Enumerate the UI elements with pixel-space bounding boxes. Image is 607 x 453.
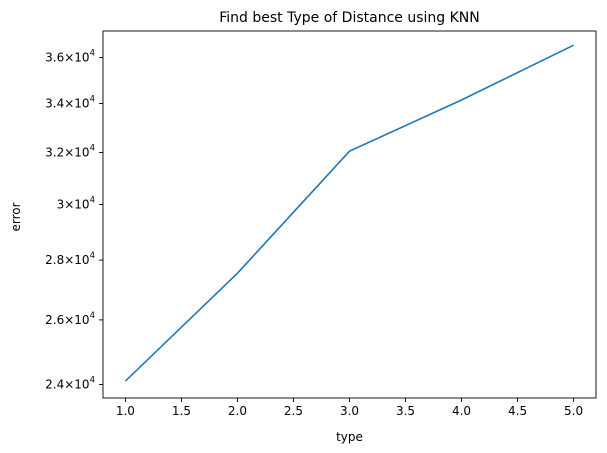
y-tick-label: 2.6×104 xyxy=(45,311,95,327)
y-axis-ticks: 2.4×104 2.6×104 2.8×104 3×104 3.2×104 3.4×104… xyxy=(45,48,103,391)
y-tick-label: 3.4×104 xyxy=(45,95,95,111)
y-axis-title: error xyxy=(9,202,23,231)
y-tick-label: 2.8×104 xyxy=(45,251,95,267)
y-tick-label: 2.4×104 xyxy=(45,375,95,391)
x-tick-label: 5.0 xyxy=(564,404,583,418)
x-tick-label: 2.5 xyxy=(284,404,303,418)
x-tick-label: 3.5 xyxy=(396,404,415,418)
x-tick-label: 4.0 xyxy=(452,404,471,418)
x-tick-label: 4.5 xyxy=(508,404,527,418)
x-tick-label: 3.0 xyxy=(340,404,359,418)
chart-title: Find best Type of Distance using KNN xyxy=(219,10,479,26)
y-tick-label: 3×104 xyxy=(57,195,95,211)
x-tick-label: 1.0 xyxy=(116,404,135,418)
x-tick-label: 2.0 xyxy=(228,404,247,418)
x-tick-label: 1.5 xyxy=(172,404,191,418)
series-line xyxy=(124,44,574,382)
x-axis-ticks: 1.0 1.5 2.0 2.5 3.0 3.5 4.0 4.5 5.0 xyxy=(116,398,583,418)
y-tick-label: 3.6×104 xyxy=(45,48,95,64)
y-tick-label: 3.2×104 xyxy=(45,143,95,159)
x-axis-title: type xyxy=(336,430,363,444)
plot-area-frame xyxy=(102,30,597,399)
